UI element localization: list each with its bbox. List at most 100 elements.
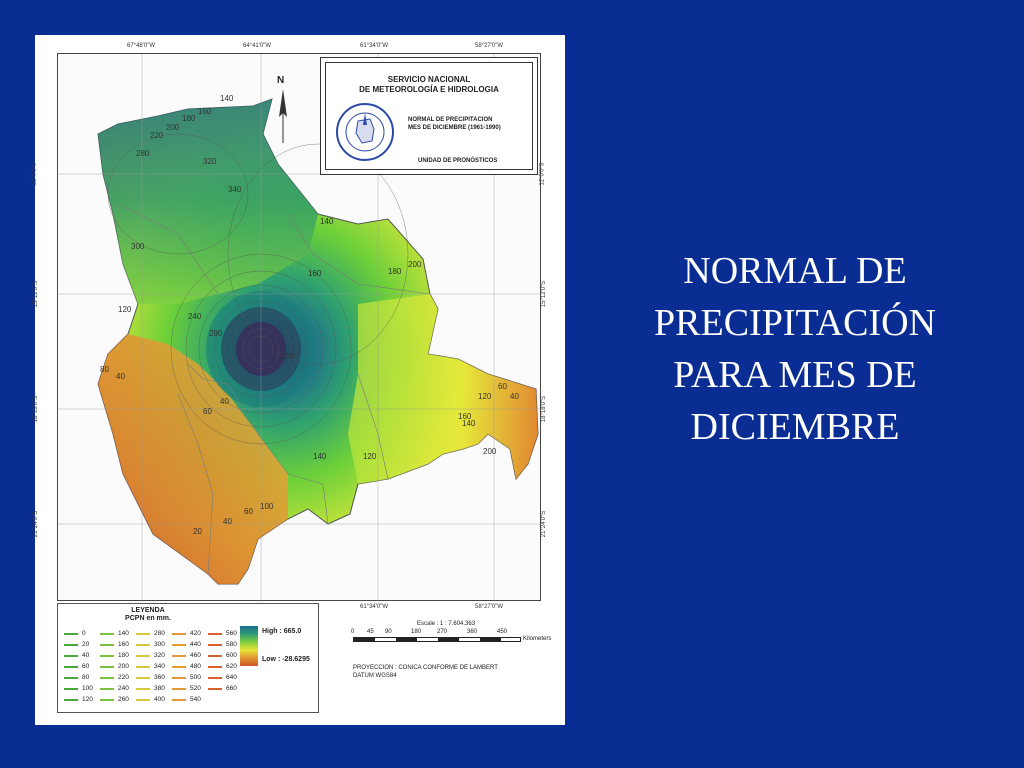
isohyet-label: 200 bbox=[408, 260, 422, 269]
isohyet-label: 40 bbox=[223, 517, 232, 526]
legend-item: 20 bbox=[64, 641, 89, 648]
isohyet-label: 40 bbox=[510, 392, 519, 401]
legend-item: 280 bbox=[136, 630, 165, 637]
slide-title-line: PARA MES DE bbox=[673, 354, 917, 396]
map-period: MES DE DICIEMBRE (1961-1990) bbox=[408, 125, 501, 131]
slide-title-line: NORMAL DE bbox=[683, 250, 907, 292]
isohyet-label: 200 bbox=[166, 123, 180, 132]
scale-tick: 90 bbox=[385, 629, 392, 635]
legend-item: 140 bbox=[100, 630, 129, 637]
isohyet-label: 120 bbox=[118, 305, 132, 314]
isohyet-label: 180 bbox=[182, 114, 196, 123]
isohyet-label: 80 bbox=[100, 365, 109, 374]
legend-color-ramp bbox=[240, 626, 258, 666]
legend-item: 200 bbox=[100, 663, 129, 670]
isohyet-label: 240 bbox=[188, 312, 202, 321]
isohyet-label: 340 bbox=[228, 185, 242, 194]
scale-bar bbox=[353, 637, 521, 642]
isohyet-label: 60 bbox=[244, 507, 253, 516]
isohyet-label: 180 bbox=[388, 267, 402, 276]
slide-title: NORMAL DE PRECIPITACIÓN PARA MES DE DICI… bbox=[600, 245, 990, 453]
legend-item: 440 bbox=[172, 641, 201, 648]
isohyet-label: 280 bbox=[209, 329, 223, 338]
latitude-label: 12°0'0"S bbox=[31, 162, 38, 186]
legend-item: 500 bbox=[172, 674, 201, 681]
legend-title: LEYENDA bbox=[131, 607, 165, 614]
map-subtitle: NORMAL DE PRECIPITACION bbox=[408, 117, 493, 123]
scale-tick: 180 bbox=[411, 629, 422, 635]
legend-item: 460 bbox=[172, 652, 201, 659]
scale-unit: Kilometers bbox=[523, 636, 552, 642]
unit-name: UNIDAD DE PRONÓSTICOS bbox=[418, 158, 498, 164]
isohyet-label: 120 bbox=[363, 452, 377, 461]
isohyet-label: 60 bbox=[498, 382, 507, 391]
legend-item: 480 bbox=[172, 663, 201, 670]
bolivia-map-image: 140 160 180 200 220 280 320 340 300 140 … bbox=[58, 54, 542, 602]
legend-low: Low : -28.6295 bbox=[262, 656, 310, 663]
isohyet-label: 160 bbox=[198, 107, 212, 116]
isohyet-label: 20 bbox=[193, 527, 202, 536]
isohyet-label: 40 bbox=[116, 372, 125, 381]
isohyet-label: 200 bbox=[483, 447, 497, 456]
longitude-label: 61°34'0"W bbox=[360, 43, 389, 49]
legend-item: 520 bbox=[172, 685, 201, 692]
isohyet-label: 160 bbox=[308, 269, 322, 278]
isohyet-label: 140 bbox=[313, 452, 327, 461]
isohyet-label: 140 bbox=[220, 94, 234, 103]
projection-text: PROYECCION : CONICA CONFORME DE LAMBERT bbox=[353, 665, 498, 671]
map-title-box: SERVICIO NACIONAL DE METEOROLOGÍA E HIDR… bbox=[320, 57, 538, 175]
latitude-label: 18°18'0"S bbox=[33, 395, 40, 423]
latitude-label: 18°18'0"S bbox=[541, 395, 548, 423]
latitude-label: 12°0'0"S bbox=[539, 162, 546, 186]
legend-item: 300 bbox=[136, 641, 165, 648]
legend-item: 120 bbox=[64, 696, 93, 703]
institution-name-line2: DE METEOROLOGÍA E HIDROLOGIA bbox=[359, 85, 499, 94]
datum-text: DATUM WGS84 bbox=[353, 673, 397, 679]
isohyet-label: 60 bbox=[203, 407, 212, 416]
scale-tick: 45 bbox=[367, 629, 374, 635]
legend-item: 80 bbox=[64, 674, 89, 681]
legend-subtitle: PCPN en mm. bbox=[125, 615, 171, 622]
legend-item: 260 bbox=[100, 696, 129, 703]
legend-item: 340 bbox=[136, 663, 165, 670]
scale-label: Escale : 1 : 7.604.363 bbox=[417, 621, 476, 627]
longitude-label: 61°34'0"W bbox=[360, 604, 389, 610]
legend-item: 640 bbox=[208, 674, 237, 681]
isohyet-label: 300 bbox=[131, 242, 145, 251]
legend-item: 660 bbox=[208, 685, 237, 692]
isohyet-label: 140 bbox=[462, 419, 476, 428]
latitude-label: 15°12'0"S bbox=[33, 280, 40, 308]
isohyet-label: 320 bbox=[280, 352, 294, 361]
slide-title-line: PRECIPITACIÓN bbox=[654, 302, 936, 344]
legend-item: 560 bbox=[208, 630, 237, 637]
legend-item: 180 bbox=[100, 652, 129, 659]
legend-item: 220 bbox=[100, 674, 129, 681]
scale-tick: 360 bbox=[467, 629, 478, 635]
longitude-label: 58°27'0"W bbox=[475, 43, 504, 49]
legend-item: 60 bbox=[64, 663, 89, 670]
latitude-label: 21°24'0"S bbox=[541, 510, 548, 538]
legend-item: 400 bbox=[136, 696, 165, 703]
longitude-label: 67°48'0"W bbox=[127, 43, 156, 49]
scale-tick: 270 bbox=[437, 629, 448, 635]
longitude-label: 58°27'0"W bbox=[475, 604, 504, 610]
isohyet-label: 220 bbox=[150, 131, 164, 140]
legend-item: 540 bbox=[172, 696, 201, 703]
legend-item: 320 bbox=[136, 652, 165, 659]
isohyet-label: 280 bbox=[136, 149, 150, 158]
senamhi-seal-icon bbox=[336, 103, 394, 161]
legend-high: High : 665.0 bbox=[262, 628, 302, 635]
legend-item: 380 bbox=[136, 685, 165, 692]
map-legend: LEYENDA PCPN en mm. 0 20 40 60 80 100 12… bbox=[57, 603, 319, 713]
precipitation-map: 140 160 180 200 220 280 320 340 300 140 … bbox=[31, 35, 565, 725]
isohyet-label: 320 bbox=[203, 157, 217, 166]
isohyet-label: 140 bbox=[320, 217, 334, 226]
latitude-label: 15°12'0"S bbox=[541, 280, 548, 308]
legend-item: 40 bbox=[64, 652, 89, 659]
isohyet-label: 160 bbox=[458, 412, 472, 421]
slide-title-line: DICIEMBRE bbox=[690, 406, 900, 448]
north-arrow-icon: N bbox=[273, 75, 293, 145]
legend-item: 360 bbox=[136, 674, 165, 681]
longitude-label: 64°41'0"W bbox=[243, 43, 272, 49]
legend-item: 100 bbox=[64, 685, 93, 692]
